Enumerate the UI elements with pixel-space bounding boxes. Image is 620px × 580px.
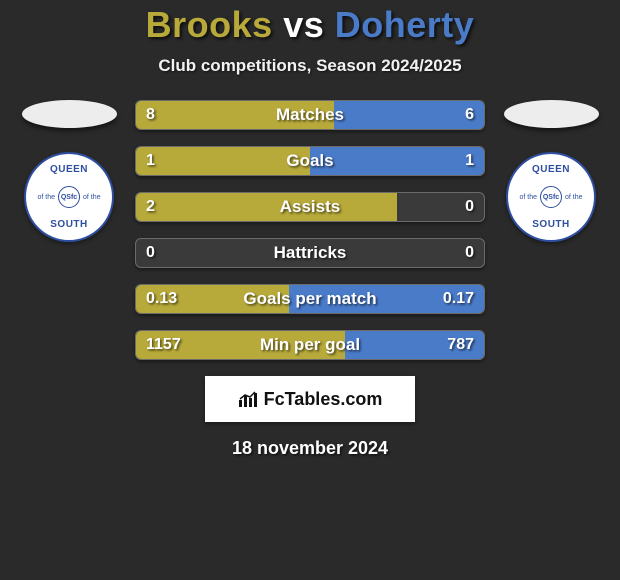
stat-bar-row: Min per goal1157787	[135, 330, 485, 360]
crest-ball: QSfc	[58, 186, 80, 208]
stat-bar-value-left: 0	[146, 244, 155, 262]
crest-ball: QSfc	[540, 186, 562, 208]
right-player-avatar	[504, 100, 599, 128]
title-player-left: Brooks	[146, 4, 273, 45]
title-vs: vs	[283, 4, 324, 45]
stat-bar-row: Goals per match0.130.17	[135, 284, 485, 314]
crest-text-top: QUEEN	[50, 164, 88, 175]
crest-of-the-r: of the	[565, 194, 583, 201]
stat-bar-row: Goals11	[135, 146, 485, 176]
right-side: QUEEN of the QSfc of the SOUTH	[501, 100, 601, 242]
stat-bar-label: Hattricks	[136, 243, 484, 263]
stat-bar-value-right: 0	[465, 244, 474, 262]
stat-bar-left-fill	[136, 331, 345, 359]
left-player-avatar	[22, 100, 117, 128]
stat-bar-left-fill	[136, 147, 310, 175]
crest-mid: of the QSfc of the	[37, 186, 100, 208]
stat-bars: Matches86Goals11Assists20Hattricks00Goal…	[135, 100, 485, 360]
crest-of-the-l: of the	[519, 194, 537, 201]
stat-bar-left-fill	[136, 193, 397, 221]
stat-bar-value-right: 0	[465, 198, 474, 216]
left-club-crest: QUEEN of the QSfc of the SOUTH	[24, 152, 114, 242]
stat-bar-right-fill	[334, 101, 484, 129]
main-row: QUEEN of the QSfc of the SOUTH Matches86…	[0, 100, 620, 360]
brand-text: FcTables.com	[264, 389, 383, 410]
stat-bar-row: Hattricks0 0	[135, 238, 485, 268]
subtitle: Club competitions, Season 2024/2025	[158, 56, 461, 76]
crest-of-the-r: of the	[83, 194, 101, 201]
crest-of-the-l: of the	[37, 194, 55, 201]
stat-bar-left-fill	[136, 285, 289, 313]
crest-mid: of the QSfc of the	[519, 186, 582, 208]
brand-footer[interactable]: FcTables.com	[205, 376, 415, 422]
crest-text-bot: SOUTH	[532, 219, 570, 230]
date-text: 18 november 2024	[232, 438, 388, 459]
crest-text-bot: SOUTH	[50, 219, 88, 230]
stat-bar-left-fill	[136, 101, 334, 129]
page-title: Brooks vs Doherty	[146, 4, 475, 46]
stat-bar-row: Matches86	[135, 100, 485, 130]
right-club-crest: QUEEN of the QSfc of the SOUTH	[506, 152, 596, 242]
crest-text-top: QUEEN	[532, 164, 570, 175]
stat-bar-right-fill	[345, 331, 484, 359]
title-player-right: Doherty	[335, 4, 475, 45]
stat-bar-row: Assists20	[135, 192, 485, 222]
chart-icon	[238, 390, 258, 408]
left-side: QUEEN of the QSfc of the SOUTH	[19, 100, 119, 242]
stat-bar-right-fill	[310, 147, 484, 175]
comparison-card: Brooks vs Doherty Club competitions, Sea…	[0, 0, 620, 580]
stat-bar-right-fill	[289, 285, 484, 313]
